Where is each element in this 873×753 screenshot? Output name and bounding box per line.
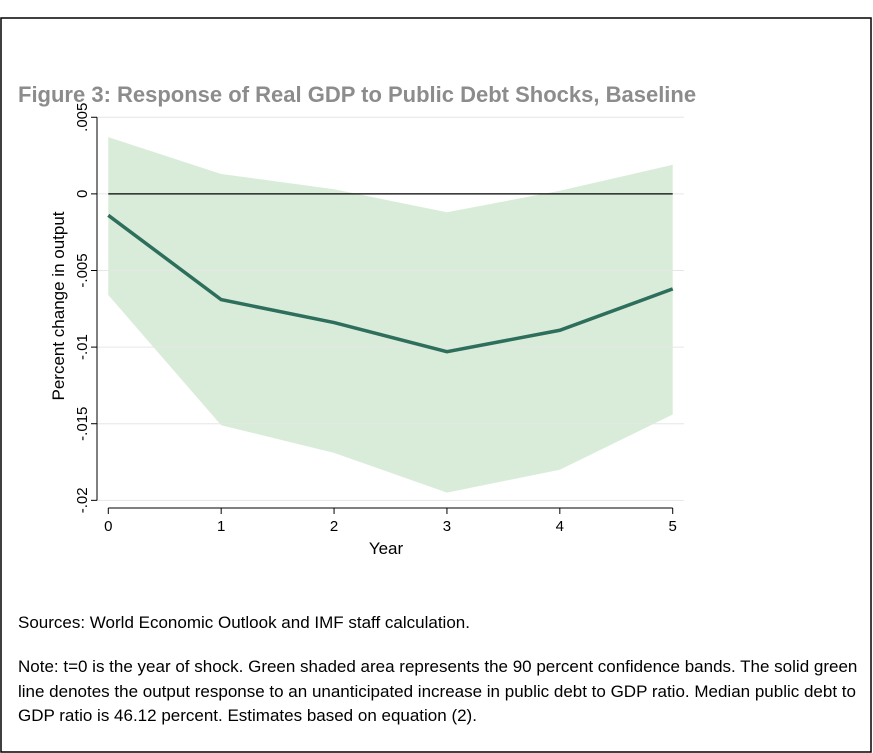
y-tick-label: -.02 [74, 487, 91, 513]
note: Note: t=0 is the year of shock. Green sh… [18, 657, 858, 725]
frame [0, 17, 872, 753]
x-tick-label: 3 [443, 518, 451, 535]
chart-title: Figure 3: Response of Real GDP to Public… [18, 82, 696, 107]
y-tick-label: -.01 [74, 334, 91, 360]
x-axis-label: Year [369, 539, 404, 558]
sources: Sources: World Economic Outlook and IMF … [18, 613, 470, 632]
response-line [107, 213, 674, 354]
x-tick-label: 4 [556, 518, 564, 535]
y-tick-label: 0 [74, 190, 91, 198]
y-tick-label: -.015 [74, 407, 91, 441]
y-tick-label: -.005 [74, 253, 91, 287]
x-tick-label: 0 [104, 518, 112, 535]
x-tick-label: 5 [669, 518, 677, 535]
y-tick-label: .005 [74, 103, 91, 132]
confidence-band [108, 137, 673, 493]
x-tick-label: 2 [330, 518, 338, 535]
x-tick-label: 1 [217, 518, 225, 535]
y-axis-label: Percent change in output [49, 211, 68, 400]
